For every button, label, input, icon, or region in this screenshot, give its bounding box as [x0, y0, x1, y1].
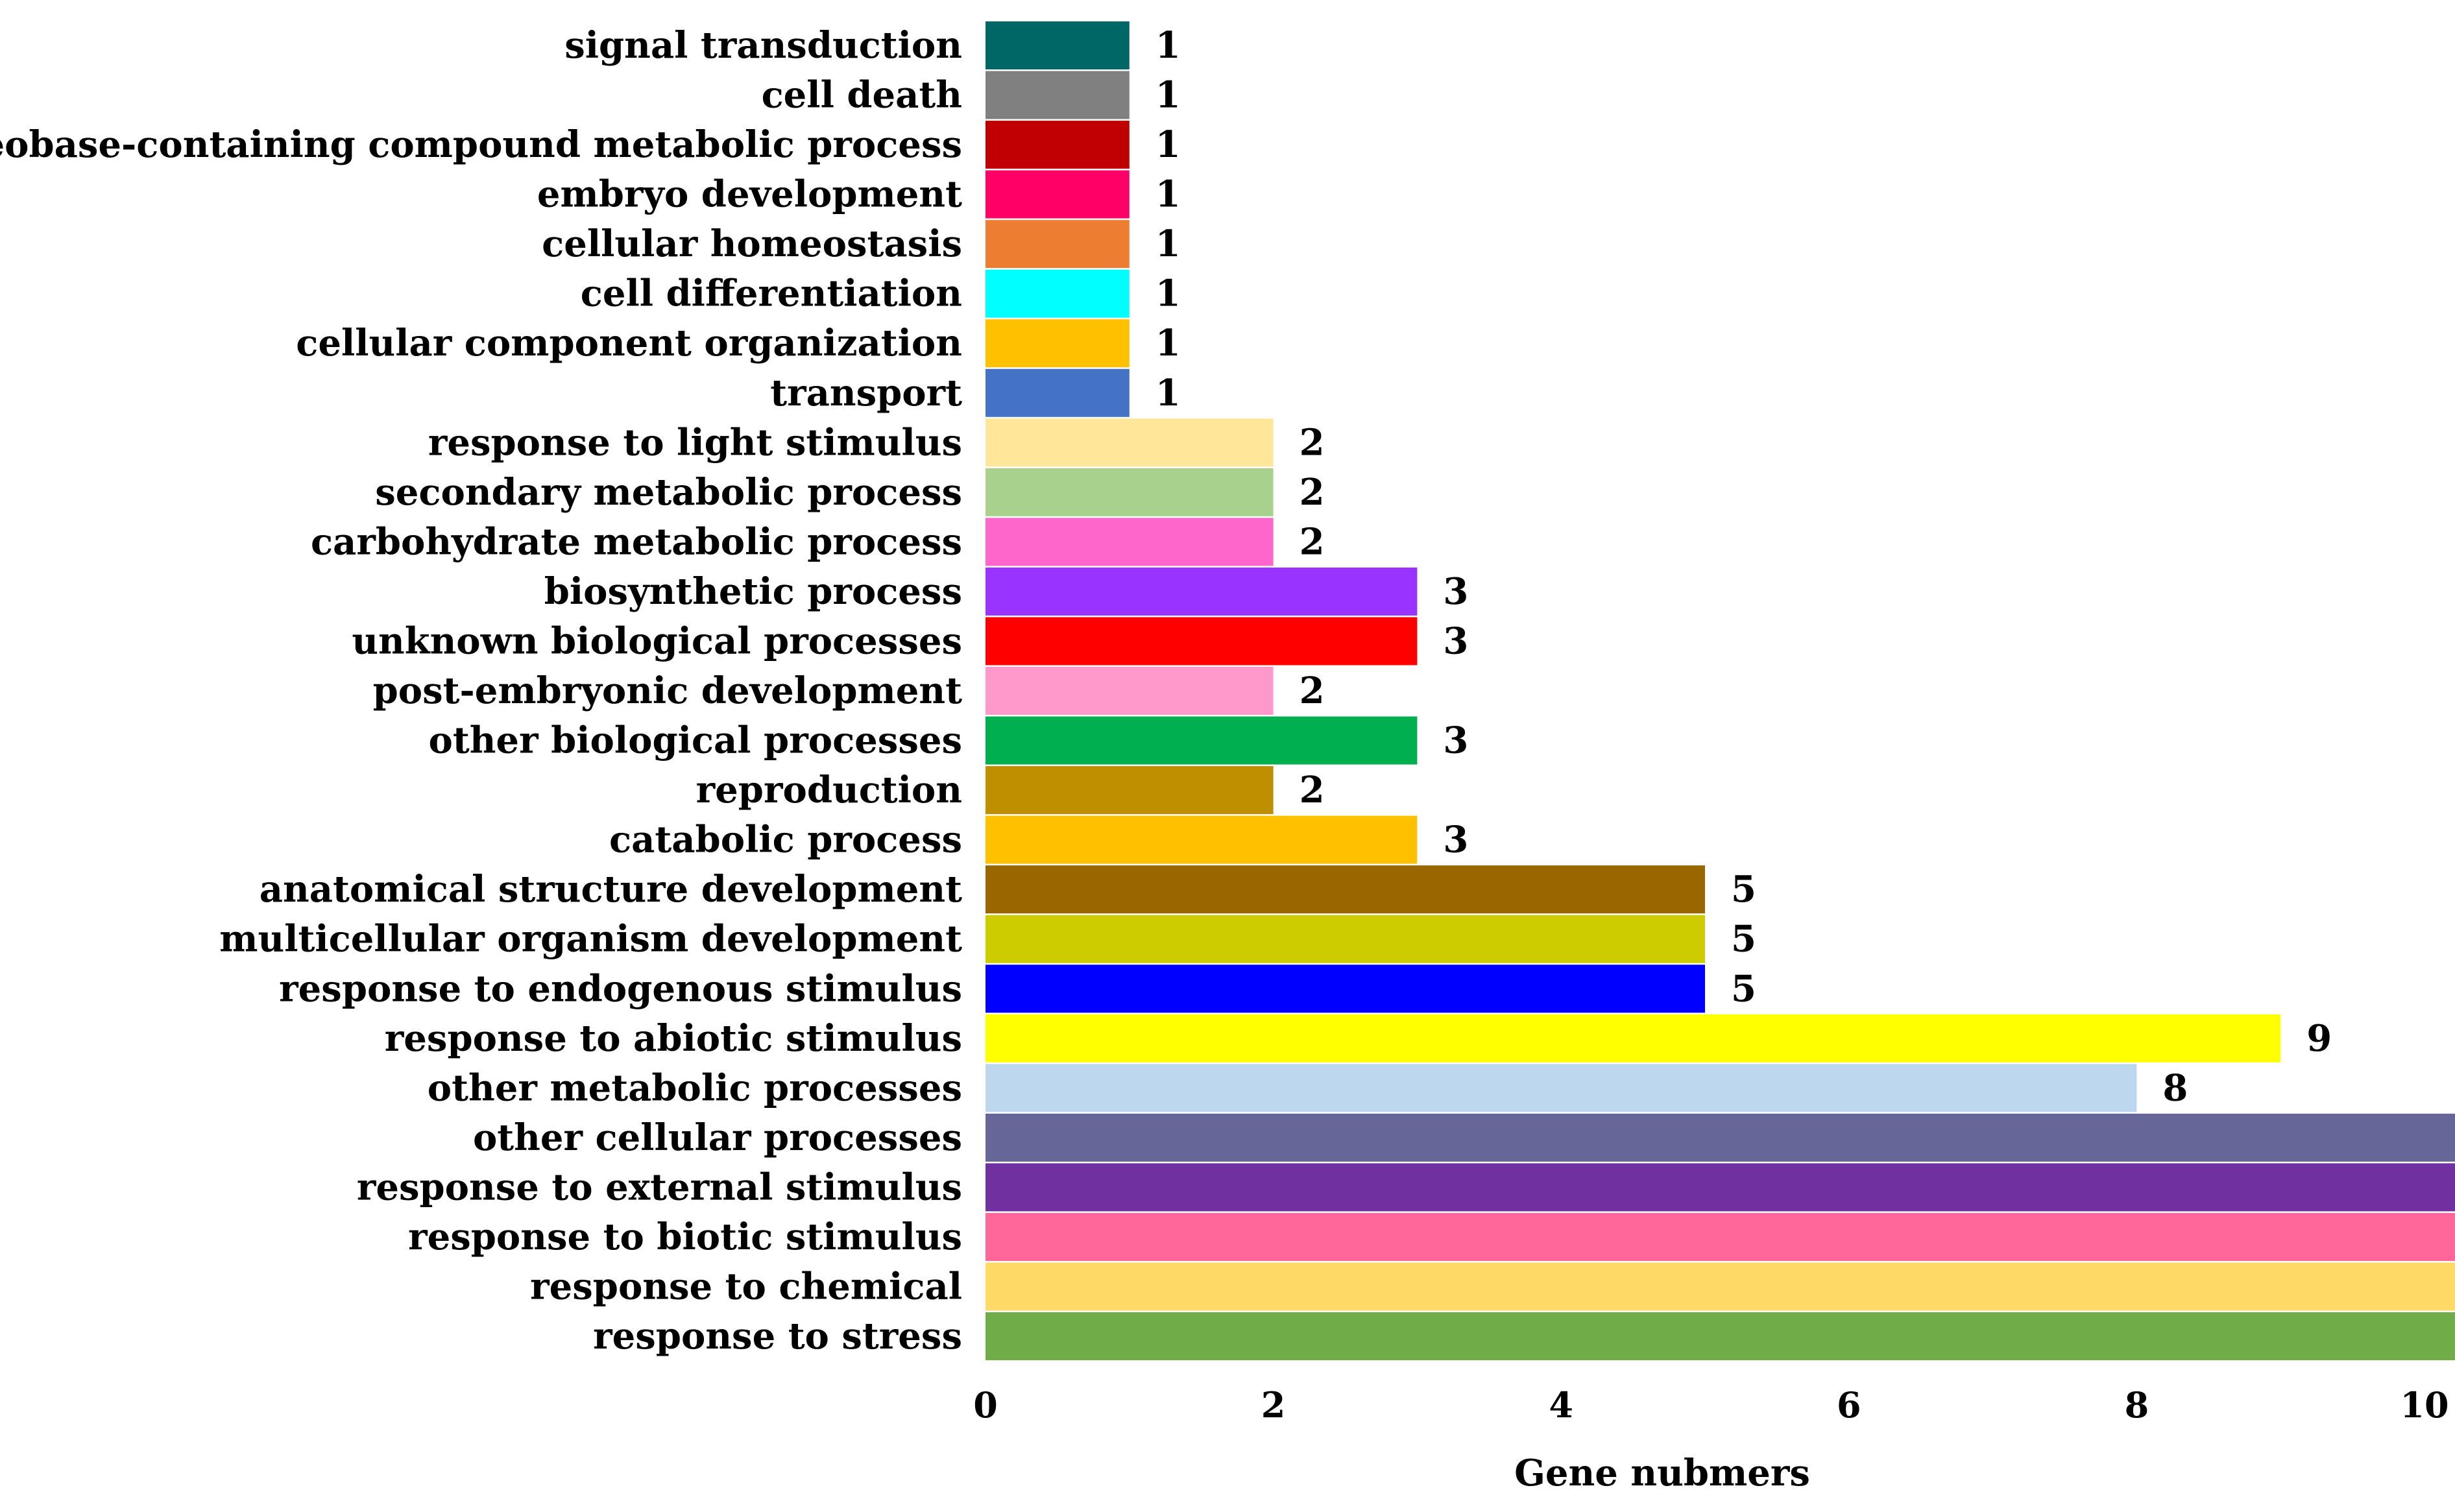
- bar-catabolic-process: [986, 815, 1418, 864]
- bar-anatomical-structure-development: [986, 865, 1705, 914]
- bar-biosynthetic-process: [986, 567, 1418, 616]
- x-tick-label: 10: [2400, 1384, 2449, 1426]
- bars-layer: [986, 21, 2455, 1361]
- category-label-reproduction: reproduction: [696, 769, 962, 811]
- value-label-nucleobase-containing-compound-metabolic-process: 1: [1155, 123, 1181, 166]
- category-label-other-metabolic-processes: other metabolic processes: [428, 1066, 962, 1109]
- category-label-response-to-biotic-stimulus: response to biotic stimulus: [408, 1216, 962, 1258]
- bar-response-to-endogenous-stimulus: [986, 965, 1705, 1013]
- value-label-multicellular-organism-development: 5: [1731, 918, 1756, 961]
- bar-response-to-light-stimulus: [986, 418, 1274, 467]
- bar-nucleobase-containing-compound-metabolic-process: [986, 121, 1130, 169]
- value-label-response-to-abiotic-stimulus: 9: [2306, 1017, 2332, 1060]
- value-label-catabolic-process: 3: [1443, 819, 1468, 861]
- bar-cell-death: [986, 71, 1130, 119]
- x-tick-label: 8: [2125, 1384, 2149, 1426]
- value-label-cellular-homeostasis: 1: [1155, 222, 1181, 265]
- value-label-secondary-metabolic-process: 2: [1300, 471, 1325, 514]
- value-label-cellular-component-organization: 1: [1155, 322, 1181, 365]
- value-label-response-to-light-stimulus: 2: [1300, 421, 1325, 464]
- bar-cellular-component-organization: [986, 319, 1130, 368]
- bar-response-to-biotic-stimulus: [986, 1212, 2455, 1261]
- bar-other-cellular-processes: [986, 1113, 2455, 1162]
- category-label-unknown-biological-processes: unknown biological processes: [352, 619, 962, 662]
- x-axis-ticks: 02468101214161820: [973, 1384, 2449, 1426]
- value-label-unknown-biological-processes: 3: [1443, 619, 1468, 662]
- value-label-anatomical-structure-development: 5: [1731, 868, 1756, 911]
- value-label-response-to-endogenous-stimulus: 5: [1731, 967, 1756, 1010]
- category-label-cell-differentiation: cell differentiation: [581, 272, 962, 315]
- bar-transport: [986, 368, 1130, 417]
- category-label-response-to-stress: response to stress: [593, 1315, 962, 1358]
- bar-response-to-external-stimulus: [986, 1163, 2455, 1212]
- bar-response-to-abiotic-stimulus: [986, 1014, 2281, 1062]
- category-label-other-cellular-processes: other cellular processes: [473, 1116, 962, 1159]
- category-label-signal-transduction: signal transduction: [564, 24, 962, 67]
- value-label-embryo-development: 1: [1155, 173, 1181, 216]
- value-label-other-biological-processes: 3: [1443, 719, 1468, 762]
- x-tick-label: 6: [1837, 1384, 1861, 1426]
- category-label-nucleobase-containing-compound-metabolic-process: nucleobase-containing compound metabolic…: [0, 123, 962, 166]
- value-label-reproduction: 2: [1300, 769, 1325, 811]
- category-label-anatomical-structure-development: anatomical structure development: [260, 868, 962, 911]
- category-label-embryo-development: embryo development: [537, 173, 962, 216]
- category-label-catabolic-process: catabolic process: [609, 819, 962, 861]
- category-label-multicellular-organism-development: multicellular organism development: [219, 918, 962, 961]
- bar-carbohydrate-metabolic-process: [986, 518, 1274, 566]
- bar-response-to-chemical: [986, 1262, 2455, 1311]
- bar-secondary-metabolic-process: [986, 468, 1274, 516]
- value-label-carbohydrate-metabolic-process: 2: [1300, 520, 1325, 563]
- bar-reproduction: [986, 766, 1274, 815]
- category-label-response-to-chemical: response to chemical: [530, 1266, 962, 1308]
- bar-response-to-stress: [986, 1312, 2455, 1361]
- category-labels: signal transduction cell death nucleobase-…: [0, 24, 962, 1358]
- category-label-response-to-endogenous-stimulus: response to endogenous stimulus: [279, 967, 962, 1010]
- category-label-secondary-metabolic-process: secondary metabolic process: [375, 471, 962, 514]
- value-label-transport: 1: [1155, 372, 1181, 414]
- x-tick-label: 4: [1549, 1384, 1573, 1426]
- value-label-signal-transduction: 1: [1155, 24, 1181, 67]
- x-axis-title: Gene nubmers: [1514, 1452, 1810, 1494]
- category-label-carbohydrate-metabolic-process: carbohydrate metabolic process: [311, 520, 962, 563]
- category-label-other-biological-processes: other biological processes: [429, 719, 963, 762]
- bar-signal-transduction: [986, 21, 1130, 69]
- category-label-biosynthetic-process: biosynthetic process: [544, 570, 962, 613]
- bar-multicellular-organism-development: [986, 915, 1705, 963]
- bar-unknown-biological-processes: [986, 617, 1418, 666]
- category-label-post-embryonic-development: post-embryonic development: [373, 669, 962, 712]
- category-label-cellular-component-organization: cellular component organization: [296, 322, 962, 365]
- value-label-cell-death: 1: [1155, 74, 1181, 117]
- x-tick-label: 2: [1261, 1384, 1286, 1426]
- category-label-response-to-abiotic-stimulus: response to abiotic stimulus: [385, 1017, 962, 1060]
- category-label-response-to-light-stimulus: response to light stimulus: [428, 421, 962, 464]
- x-tick-label: 0: [973, 1384, 998, 1426]
- category-label-cellular-homeostasis: cellular homeostasis: [542, 222, 962, 265]
- value-labels: 11111111222332323555981612121318: [1155, 24, 2332, 1109]
- bar-other-metabolic-processes: [986, 1064, 2137, 1112]
- category-label-response-to-external-stimulus: response to external stimulus: [357, 1166, 962, 1208]
- value-label-cell-differentiation: 1: [1155, 272, 1181, 315]
- category-label-transport: transport: [770, 372, 962, 414]
- bar-embryo-development: [986, 170, 1130, 219]
- bar-other-biological-processes: [986, 716, 1418, 765]
- category-label-cell-death: cell death: [762, 74, 962, 117]
- bar-cell-differentiation: [986, 269, 1130, 318]
- value-label-other-metabolic-processes: 8: [2162, 1066, 2188, 1109]
- value-label-post-embryonic-development: 2: [1300, 669, 1325, 712]
- bar-post-embryonic-development: [986, 667, 1274, 715]
- bar-cellular-homeostasis: [986, 220, 1130, 269]
- value-label-biosynthetic-process: 3: [1443, 570, 1468, 613]
